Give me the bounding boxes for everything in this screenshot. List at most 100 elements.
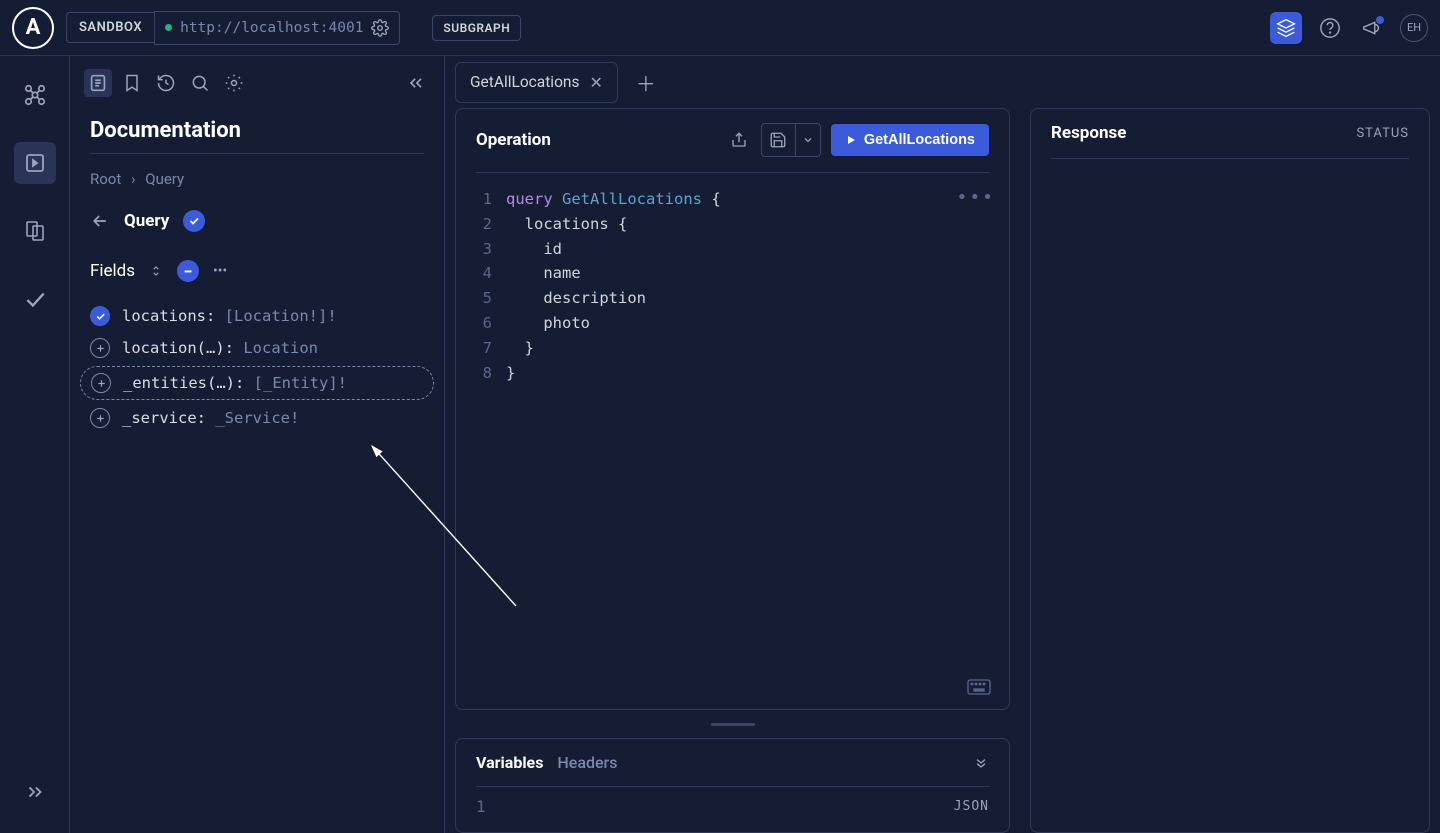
field-item[interactable]: location(…): Location	[90, 332, 424, 364]
variables-line-number: 1	[476, 797, 496, 816]
code-text: photo	[506, 311, 590, 336]
share-icon[interactable]	[727, 126, 751, 154]
code-line: 5 description	[476, 286, 1001, 311]
panels-row: Operation	[445, 108, 1440, 833]
code-more-icon[interactable]: •••	[956, 187, 995, 208]
field-item[interactable]: locations: [Location!]!	[90, 300, 424, 332]
documentation-title: Documentation	[90, 118, 424, 143]
search-icon[interactable]	[186, 69, 214, 97]
variables-editor[interactable]: 1 JSON	[456, 787, 1009, 832]
run-button-label: GetAllLocations	[864, 132, 975, 148]
endpoint-url: http://localhost:4001	[180, 20, 363, 36]
announcements-icon[interactable]	[1358, 14, 1386, 42]
json-badge: JSON	[954, 799, 989, 814]
add-tab-button[interactable]: ＋	[624, 68, 668, 97]
bookmark-icon[interactable]	[118, 69, 146, 97]
resize-handle[interactable]	[455, 720, 1010, 728]
apollo-logo[interactable]: A	[12, 7, 54, 49]
fields-header: Fields − •••	[90, 260, 424, 282]
explorer-icon[interactable]	[14, 142, 56, 184]
code-text: name	[506, 261, 581, 286]
checks-icon[interactable]	[14, 278, 56, 320]
save-button[interactable]	[761, 123, 795, 157]
avatar[interactable]: EH	[1400, 14, 1428, 42]
line-number: 8	[476, 361, 506, 386]
logo-letter: A	[26, 15, 41, 40]
topbar: A SANDBOX http://localhost:4001 SUBGRAPH…	[0, 0, 1440, 56]
sandbox-badge[interactable]: SANDBOX	[66, 12, 154, 43]
field-item[interactable]: _entities(…): [_Entity]!	[80, 366, 434, 400]
code-line: 2 locations {	[476, 212, 1001, 237]
field-signature: locations: [Location!]!	[122, 307, 337, 325]
field-checked-icon[interactable]	[90, 306, 110, 326]
headers-tab[interactable]: Headers	[557, 753, 617, 772]
line-number: 5	[476, 286, 506, 311]
type-selected-badge[interactable]	[183, 210, 205, 232]
documentation-tab-icon[interactable]	[84, 69, 112, 97]
operation-actions: GetAllLocations	[727, 123, 989, 157]
divider	[1051, 158, 1409, 159]
type-name: Query	[124, 211, 169, 231]
field-add-icon[interactable]	[90, 408, 110, 428]
code-line: 1query GetAllLocations {	[476, 187, 1001, 212]
keyboard-icon[interactable]	[967, 679, 991, 695]
field-item[interactable]: _service: _Service!	[90, 402, 424, 434]
fields-list: locations: [Location!]! location(…): Loca…	[90, 300, 424, 434]
history-icon[interactable]	[152, 69, 180, 97]
line-number: 6	[476, 311, 506, 336]
settings-icon[interactable]	[220, 69, 248, 97]
help-icon[interactable]	[1316, 14, 1344, 42]
sort-icon[interactable]	[149, 264, 163, 278]
avatar-initials: EH	[1407, 21, 1421, 34]
operation-panel: Operation	[455, 108, 1010, 710]
deselect-all-button[interactable]: −	[177, 260, 199, 282]
operation-header: Operation	[456, 109, 1009, 172]
code-line: 3 id	[476, 237, 1001, 262]
gear-icon[interactable]	[371, 19, 389, 37]
run-button[interactable]: GetAllLocations	[831, 124, 989, 156]
code-text: query GetAllLocations {	[506, 187, 721, 212]
endpoint-url-input[interactable]: http://localhost:4001	[154, 11, 400, 45]
chevron-down-icon[interactable]	[973, 755, 989, 771]
breadcrumb-root[interactable]: Root	[90, 170, 121, 188]
field-signature: _entities(…): [_Entity]!	[123, 374, 347, 392]
expand-rail-icon[interactable]	[14, 771, 56, 813]
field-add-icon[interactable]	[90, 338, 110, 358]
line-number: 2	[476, 212, 506, 237]
status-label: STATUS	[1356, 126, 1409, 141]
editor-tabs: GetAllLocations ✕ ＋	[445, 56, 1440, 108]
topbar-right: EH	[1270, 12, 1428, 44]
save-button-group	[761, 123, 821, 157]
operation-title: Operation	[476, 130, 551, 150]
variables-tab[interactable]: Variables	[476, 753, 543, 772]
save-dropdown-icon[interactable]	[795, 123, 821, 157]
schema-icon[interactable]	[14, 74, 56, 116]
code-line: 7 }	[476, 336, 1001, 361]
code-line: 8}	[476, 361, 1001, 386]
collapse-sidebar-icon[interactable]	[402, 69, 430, 97]
line-number: 3	[476, 237, 506, 262]
close-tab-icon[interactable]: ✕	[589, 73, 602, 92]
field-add-icon[interactable]	[91, 373, 111, 393]
back-arrow-icon[interactable]	[90, 211, 110, 231]
left-nav-rail	[0, 56, 70, 833]
breadcrumb-sep: ›	[131, 170, 136, 188]
connection-status-dot	[165, 24, 172, 31]
studio-icon[interactable]	[1270, 12, 1302, 44]
response-panel: Response STATUS	[1030, 108, 1430, 833]
tab-label: GetAllLocations	[470, 73, 579, 91]
main-layout: Documentation Root › Query Query Fields	[0, 56, 1440, 833]
code-line: 4 name	[476, 261, 1001, 286]
more-icon[interactable]: •••	[213, 263, 227, 279]
response-title: Response	[1051, 123, 1126, 143]
sandbox-url-group: SANDBOX http://localhost:4001	[66, 11, 400, 45]
tab-getalllocations[interactable]: GetAllLocations ✕	[455, 62, 618, 103]
diff-icon[interactable]	[14, 210, 56, 252]
code-text: locations {	[506, 212, 627, 237]
sidebar: Documentation Root › Query Query Fields	[70, 56, 445, 833]
code-text: }	[506, 361, 515, 386]
center-column: GetAllLocations ✕ ＋ Operation	[445, 56, 1440, 833]
code-editor[interactable]: ••• 1query GetAllLocations {2 locations …	[456, 173, 1009, 709]
subgraph-badge[interactable]: SUBGRAPH	[432, 15, 521, 41]
field-signature: _service: _Service!	[122, 409, 299, 427]
